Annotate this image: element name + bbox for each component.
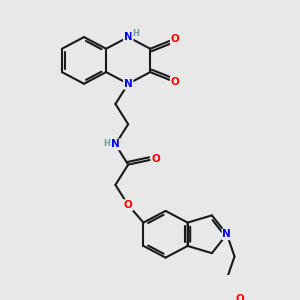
- Text: N: N: [124, 79, 133, 89]
- Text: O: O: [235, 294, 244, 300]
- Text: O: O: [171, 34, 179, 44]
- Text: N: N: [124, 32, 133, 42]
- Text: H: H: [132, 29, 139, 38]
- Text: O: O: [171, 76, 179, 87]
- Text: N: N: [111, 140, 120, 149]
- Text: O: O: [124, 200, 133, 210]
- Text: O: O: [152, 154, 160, 164]
- Text: N: N: [223, 229, 231, 239]
- Text: H: H: [103, 139, 110, 148]
